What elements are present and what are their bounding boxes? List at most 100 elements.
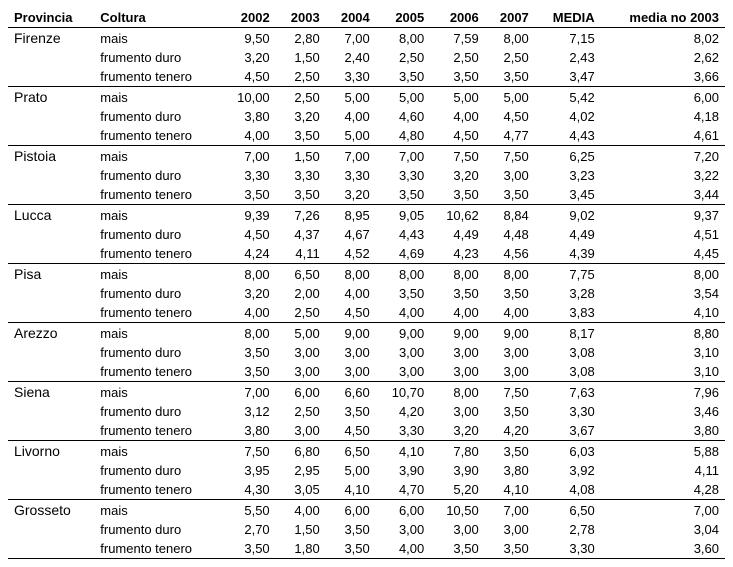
cell-provincia: Livorno bbox=[8, 441, 94, 462]
cell-coltura: frumento tenero bbox=[94, 303, 221, 323]
cell-value: 4,00 bbox=[376, 303, 430, 323]
cell-value: 3,22 bbox=[601, 166, 725, 185]
cell-value: 5,42 bbox=[535, 87, 601, 108]
cell-value: 3,30 bbox=[276, 166, 326, 185]
cell-coltura: frumento duro bbox=[94, 107, 221, 126]
cell-value: 8,00 bbox=[430, 382, 484, 403]
cell-value: 7,15 bbox=[535, 28, 601, 49]
cell-value: 3,50 bbox=[376, 67, 430, 87]
col-2006: 2006 bbox=[430, 8, 484, 28]
cell-value: 8,00 bbox=[326, 264, 376, 285]
cell-value: 3,50 bbox=[430, 67, 484, 87]
cell-value: 4,00 bbox=[221, 303, 275, 323]
cell-value: 9,00 bbox=[326, 323, 376, 344]
cell-value: 3,30 bbox=[221, 166, 275, 185]
cell-value: 4,08 bbox=[535, 480, 601, 500]
cell-value: 3,10 bbox=[601, 343, 725, 362]
cell-value: 3,50 bbox=[430, 539, 484, 559]
table-row: frumento duro3,303,303,303,303,203,003,2… bbox=[8, 166, 725, 185]
cell-value: 3,00 bbox=[376, 343, 430, 362]
cell-value: 4,10 bbox=[376, 441, 430, 462]
cell-value: 4,60 bbox=[376, 107, 430, 126]
cell-value: 3,80 bbox=[221, 421, 275, 441]
cell-value: 3,12 bbox=[221, 402, 275, 421]
cell-value: 4,45 bbox=[601, 244, 725, 264]
cell-value: 7,63 bbox=[535, 382, 601, 403]
cell-value: 3,50 bbox=[276, 185, 326, 205]
table-row: Pisamais8,006,508,008,008,008,007,758,00 bbox=[8, 264, 725, 285]
cell-value: 3,00 bbox=[430, 362, 484, 382]
cell-value: 2,50 bbox=[376, 48, 430, 67]
cell-value: 3,00 bbox=[485, 343, 535, 362]
cell-coltura: frumento tenero bbox=[94, 126, 221, 146]
cell-provincia bbox=[8, 421, 94, 441]
col-media: MEDIA bbox=[535, 8, 601, 28]
cell-value: 10,00 bbox=[221, 87, 275, 108]
col-2002: 2002 bbox=[221, 8, 275, 28]
cell-value: 4,02 bbox=[535, 107, 601, 126]
cell-value: 9,05 bbox=[376, 205, 430, 226]
cell-value: 4,18 bbox=[601, 107, 725, 126]
table-row: frumento tenero3,503,003,003,003,003,003… bbox=[8, 362, 725, 382]
cell-value: 3,50 bbox=[326, 520, 376, 539]
cell-value: 5,00 bbox=[430, 87, 484, 108]
cell-value: 3,50 bbox=[485, 185, 535, 205]
cell-coltura: mais bbox=[94, 441, 221, 462]
cell-value: 5,00 bbox=[326, 87, 376, 108]
cell-provincia bbox=[8, 244, 94, 264]
cell-value: 2,00 bbox=[276, 284, 326, 303]
cell-provincia bbox=[8, 107, 94, 126]
table-row: Arezzomais8,005,009,009,009,009,008,178,… bbox=[8, 323, 725, 344]
cell-value: 8,00 bbox=[601, 264, 725, 285]
cell-value: 4,49 bbox=[535, 225, 601, 244]
cell-value: 2,95 bbox=[276, 461, 326, 480]
cell-value: 2,78 bbox=[535, 520, 601, 539]
cell-value: 7,00 bbox=[326, 146, 376, 167]
cell-value: 3,00 bbox=[326, 362, 376, 382]
cell-coltura: mais bbox=[94, 28, 221, 49]
cell-value: 3,50 bbox=[326, 539, 376, 559]
cell-value: 7,20 bbox=[601, 146, 725, 167]
cell-value: 3,50 bbox=[430, 284, 484, 303]
cell-value: 9,00 bbox=[376, 323, 430, 344]
cell-value: 6,50 bbox=[535, 500, 601, 521]
cell-provincia: Arezzo bbox=[8, 323, 94, 344]
cell-provincia: Lucca bbox=[8, 205, 94, 226]
cell-value: 5,00 bbox=[326, 126, 376, 146]
cell-value: 4,50 bbox=[326, 421, 376, 441]
cell-provincia bbox=[8, 402, 94, 421]
cell-provincia: Grosseto bbox=[8, 500, 94, 521]
cell-value: 3,50 bbox=[485, 539, 535, 559]
cell-coltura: frumento tenero bbox=[94, 539, 221, 559]
cell-value: 8,80 bbox=[601, 323, 725, 344]
cell-value: 3,00 bbox=[326, 343, 376, 362]
cell-value: 3,00 bbox=[276, 362, 326, 382]
table-row: frumento duro3,503,003,003,003,003,003,0… bbox=[8, 343, 725, 362]
cell-provincia bbox=[8, 48, 94, 67]
cell-value: 8,84 bbox=[485, 205, 535, 226]
cell-coltura: frumento duro bbox=[94, 402, 221, 421]
table-row: frumento duro3,952,955,003,903,903,803,9… bbox=[8, 461, 725, 480]
cell-value: 8,00 bbox=[376, 28, 430, 49]
cell-value: 4,00 bbox=[430, 107, 484, 126]
cell-value: 3,05 bbox=[276, 480, 326, 500]
cell-coltura: frumento tenero bbox=[94, 480, 221, 500]
cell-coltura: frumento tenero bbox=[94, 244, 221, 264]
cell-value: 4,70 bbox=[376, 480, 430, 500]
table-row: frumento duro3,122,503,504,203,003,503,3… bbox=[8, 402, 725, 421]
cell-value: 6,25 bbox=[535, 146, 601, 167]
cell-coltura: frumento duro bbox=[94, 520, 221, 539]
cell-value: 8,00 bbox=[221, 264, 275, 285]
cell-value: 3,20 bbox=[430, 421, 484, 441]
cell-value: 3,30 bbox=[326, 67, 376, 87]
cell-value: 3,50 bbox=[485, 402, 535, 421]
cell-value: 2,50 bbox=[276, 67, 326, 87]
cell-value: 4,11 bbox=[276, 244, 326, 264]
cell-value: 2,50 bbox=[276, 402, 326, 421]
cell-value: 2,50 bbox=[276, 87, 326, 108]
cell-coltura: frumento tenero bbox=[94, 421, 221, 441]
cell-value: 6,00 bbox=[276, 382, 326, 403]
cell-value: 6,80 bbox=[276, 441, 326, 462]
table-row: frumento tenero3,501,803,504,003,503,503… bbox=[8, 539, 725, 559]
cell-value: 7,50 bbox=[485, 146, 535, 167]
